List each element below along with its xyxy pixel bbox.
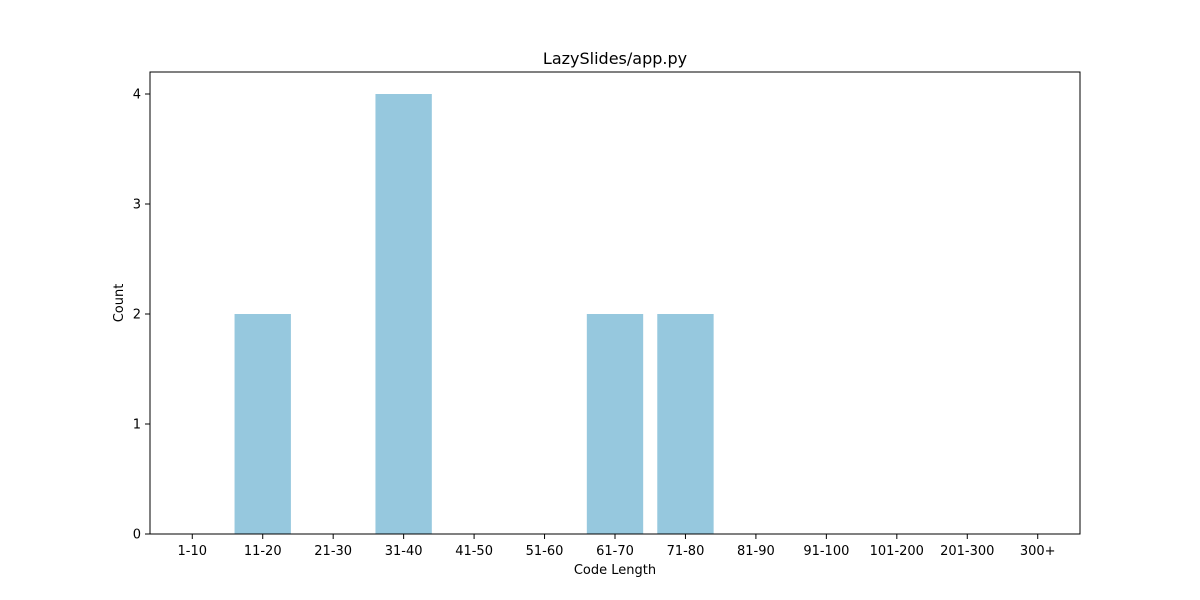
bar-11-20 (234, 314, 291, 534)
y-axis: 0 1 2 3 4 (133, 88, 150, 543)
x-tick-label: 41-50 (455, 544, 493, 559)
chart-title: LazySlides/app.py (543, 49, 687, 68)
y-tick-label: 0 (133, 528, 141, 543)
bar-61-70 (586, 314, 644, 534)
x-tick-label: 11-20 (244, 544, 282, 559)
x-tick-label: 21-30 (314, 544, 352, 559)
x-tick-label: 91-100 (803, 544, 849, 559)
y-tick-label: 3 (133, 198, 141, 213)
y-tick-label: 4 (133, 88, 141, 103)
bar-31-40 (375, 94, 432, 534)
x-tick-label: 101-200 (870, 544, 924, 559)
x-tick-label: 31-40 (385, 544, 423, 559)
x-tick-label: 81-90 (737, 544, 775, 559)
x-axis-label: Code Length (574, 563, 656, 578)
x-axis: 1-10 11-20 21-30 31-40 41-50 51-60 61-70 71-80 8… (178, 534, 1056, 559)
x-tick-label: 300+ (1020, 544, 1056, 559)
y-axis-label: Count (112, 284, 127, 323)
bar-71-80 (657, 314, 714, 534)
x-tick-label: 1-10 (178, 544, 208, 559)
x-tick-label: 71-80 (667, 544, 705, 559)
y-tick-label: 1 (133, 418, 141, 433)
bars-group (234, 94, 714, 534)
x-tick-label: 201-300 (940, 544, 994, 559)
x-tick-label: 51-60 (526, 544, 564, 559)
x-tick-label: 61-70 (596, 544, 634, 559)
y-tick-label: 2 (133, 308, 141, 323)
